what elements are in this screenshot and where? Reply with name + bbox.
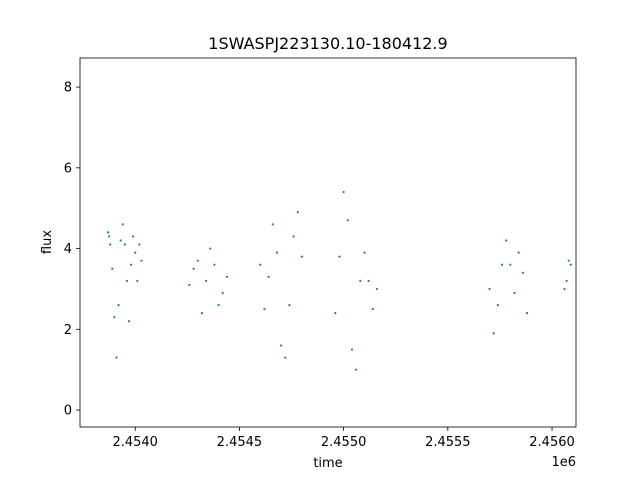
- data-point: [109, 243, 112, 246]
- y-tick-label: 4: [64, 242, 72, 257]
- data-point: [567, 259, 570, 262]
- data-point: [513, 291, 516, 295]
- data-point: [132, 235, 135, 238]
- data-point: [292, 235, 295, 238]
- data-point: [209, 247, 212, 250]
- data-point: [296, 211, 299, 214]
- data-point: [517, 251, 520, 254]
- x-axis-label: time: [313, 456, 342, 471]
- data-point: [259, 263, 262, 266]
- data-point: [127, 320, 131, 323]
- data-point: [359, 279, 362, 282]
- data-point: [111, 267, 114, 270]
- data-point: [500, 263, 504, 266]
- data-point: [192, 267, 195, 270]
- y-tick-label: 6: [64, 161, 72, 176]
- data-point: [271, 223, 274, 226]
- data-point: [496, 303, 499, 307]
- x-tick-label: 2.4550: [321, 435, 367, 450]
- y-tick-label: 2: [64, 323, 72, 338]
- y-tick-label: 0: [64, 404, 72, 419]
- x-tick-label: 2.4560: [529, 435, 575, 450]
- data-point: [125, 279, 128, 282]
- data-point: [280, 344, 283, 347]
- data-point: [225, 275, 229, 278]
- data-point: [505, 239, 508, 242]
- data-point: [492, 332, 495, 335]
- data-point: [346, 219, 349, 222]
- data-point: [140, 259, 143, 262]
- data-point: [569, 263, 572, 266]
- y-axis-label: flux: [40, 230, 55, 254]
- data-point: [213, 263, 216, 266]
- data-point: [119, 239, 122, 242]
- data-point: [284, 356, 287, 359]
- data-point: [288, 303, 291, 307]
- data-point: [367, 279, 370, 282]
- data-point: [267, 275, 270, 278]
- data-point: [521, 271, 524, 274]
- data-point: [338, 255, 341, 258]
- data-point: [134, 251, 137, 254]
- data-point: [263, 308, 266, 311]
- data-point: [509, 263, 512, 266]
- data-point: [200, 312, 204, 315]
- data-point: [136, 279, 139, 282]
- data-point: [188, 283, 191, 286]
- data-point: [221, 291, 224, 295]
- data-point: [563, 287, 566, 291]
- chart-title: 1SWASPJ223130.10-180412.9: [208, 34, 447, 53]
- data-point: [196, 259, 199, 262]
- data-point: [123, 243, 126, 246]
- data-point: [121, 223, 124, 226]
- y-axis-ticks: 0 2 4 6 8: [64, 81, 80, 419]
- data-point: [275, 251, 279, 254]
- data-point: [371, 308, 374, 311]
- data-point: [363, 251, 366, 254]
- data-point: [138, 243, 141, 246]
- x-axis-offset-label: 1e6: [551, 455, 576, 470]
- data-point: [117, 303, 120, 307]
- data-point: [300, 255, 304, 258]
- data-point: [204, 279, 208, 282]
- data-point: [488, 287, 491, 291]
- data-point: [355, 368, 358, 371]
- data-point: [217, 303, 220, 307]
- scatter-points: [107, 190, 572, 371]
- x-tick-label: 2.4555: [425, 435, 471, 450]
- data-point: [350, 348, 354, 351]
- data-point: [342, 190, 345, 194]
- plot-area: [79, 57, 577, 428]
- data-point: [107, 231, 110, 234]
- x-tick-label: 2.4545: [217, 435, 263, 450]
- data-point: [375, 287, 379, 291]
- y-tick-label: 8: [64, 81, 72, 96]
- x-axis-ticks: 2.4540 2.4545 2.4550 2.4555 2.4560: [112, 427, 575, 450]
- x-tick-label: 2.4540: [112, 435, 158, 450]
- data-point: [108, 235, 111, 238]
- data-point: [525, 312, 529, 315]
- data-point: [113, 316, 116, 319]
- data-point: [565, 279, 568, 282]
- data-point: [115, 356, 118, 359]
- data-point: [129, 263, 133, 266]
- data-point: [334, 312, 337, 315]
